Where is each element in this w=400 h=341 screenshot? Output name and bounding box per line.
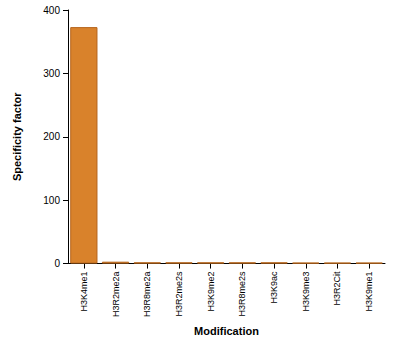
svg-text:H3R2me2s: H3R2me2s — [174, 271, 184, 317]
svg-text:Modification: Modification — [194, 325, 259, 337]
svg-text:H3K9ac: H3K9ac — [269, 271, 279, 304]
svg-text:300: 300 — [43, 68, 60, 79]
svg-text:400: 400 — [43, 5, 60, 16]
svg-text:100: 100 — [43, 195, 60, 206]
svg-text:200: 200 — [43, 131, 60, 142]
svg-text:H3R8me2a: H3R8me2a — [142, 272, 152, 318]
svg-text:H3R2me2a: H3R2me2a — [111, 272, 121, 318]
svg-text:Specificity factor: Specificity factor — [11, 92, 23, 181]
svg-text:H3K9me3: H3K9me3 — [301, 272, 311, 312]
svg-text:H3K9me2: H3K9me2 — [206, 272, 216, 312]
svg-text:H3R8me2s: H3R8me2s — [237, 271, 247, 317]
svg-text:H3R2Cit: H3R2Cit — [332, 271, 342, 306]
svg-text:H3K9me1: H3K9me1 — [364, 272, 374, 312]
svg-text:H3K4me1: H3K4me1 — [79, 272, 89, 312]
svg-text:0: 0 — [54, 258, 60, 269]
